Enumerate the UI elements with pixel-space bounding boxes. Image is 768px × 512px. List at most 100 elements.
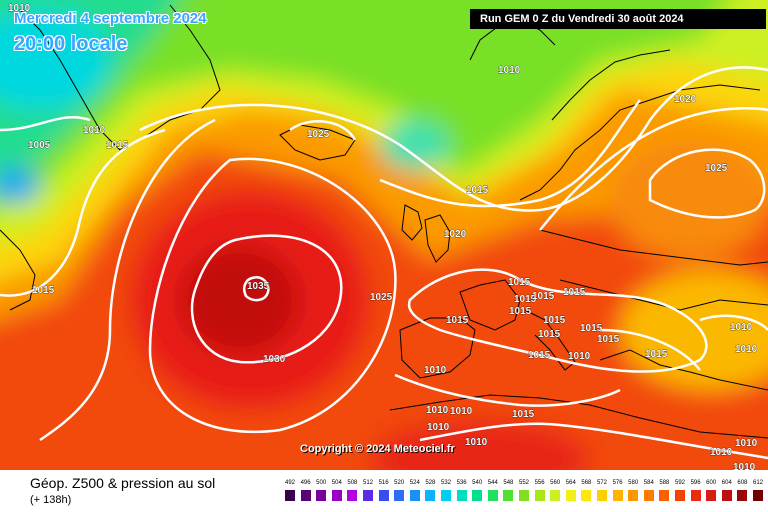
isobar-label: 1015 <box>509 306 532 317</box>
legend-label: 520 <box>394 480 405 486</box>
legend-swatch <box>471 489 484 502</box>
isobar-label: 1015 <box>580 323 603 334</box>
isobar-label: 1010 <box>427 422 450 433</box>
isobar-label: 1010 <box>450 406 473 417</box>
isobar-label: 1015 <box>645 349 668 360</box>
isobar-label: 1015 <box>543 315 566 326</box>
legend-swatch <box>689 489 702 502</box>
legend-label: 504 <box>331 480 342 486</box>
isobar-1010-east <box>699 314 768 331</box>
isobar-label: 1030 <box>263 354 286 365</box>
legend-label: 576 <box>612 480 623 486</box>
copyright-notice: Copyright © 2024 Meteociel.fr <box>300 443 455 455</box>
isobar-label: 1015 <box>508 277 531 288</box>
isobar-label: 1005 <box>28 140 51 151</box>
isobar-labels: 1010 1020 1005 1010 1015 1015 1025 1010 … <box>8 3 758 470</box>
isobar-label: 1010 <box>735 438 758 449</box>
legend-swatch <box>720 489 733 502</box>
legend-label: 592 <box>674 480 685 486</box>
legend-swatch <box>533 489 546 502</box>
isobar-label: 1010 <box>424 365 447 376</box>
isobar-label: 1010 <box>733 462 756 470</box>
legend-swatch <box>611 489 624 502</box>
legend-label: 572 <box>596 480 607 486</box>
legend-swatch <box>642 489 655 502</box>
legend-swatch <box>393 489 406 502</box>
legend-swatch <box>330 489 343 502</box>
isobar-1025-north <box>289 120 357 141</box>
isobar-label: 1015 <box>106 140 129 151</box>
isobar-1025-east <box>648 148 766 219</box>
isobar-1010-africa <box>419 422 768 460</box>
isobar-1015-west <box>0 128 166 297</box>
isobar-label: 1015 <box>466 185 489 196</box>
isobar-label: 1015 <box>32 285 55 296</box>
legend-swatch <box>284 489 296 502</box>
isobar-1020-west <box>39 118 216 442</box>
isobar-label: 1015 <box>597 334 620 345</box>
isobar-label: 1015 <box>514 294 537 305</box>
legend-label: 528 <box>425 480 436 486</box>
legend-swatch <box>362 489 374 502</box>
legend-swatch <box>346 489 359 502</box>
legend-label: 608 <box>737 480 748 486</box>
legend-label: 516 <box>378 480 389 486</box>
lead-time: (+ 138h) <box>30 494 72 506</box>
legend-label: 492 <box>284 480 295 486</box>
isobar-label: 1025 <box>307 129 330 140</box>
legend-swatch <box>424 489 437 502</box>
isobar-label: 1015 <box>528 350 551 361</box>
legend-label: 588 <box>659 480 670 486</box>
weather-map: 1010 1020 1005 1010 1015 1015 1025 1010 … <box>0 0 768 470</box>
isobar-label: 1020 <box>674 94 697 105</box>
geopotential-field <box>0 0 768 470</box>
forecast-date: Mercredi 4 septembre 2024 <box>14 10 207 27</box>
isobar-1025 <box>148 157 397 434</box>
legend-label: 524 <box>409 480 420 486</box>
legend-label: 612 <box>752 480 763 486</box>
isobar-label: 1010 <box>730 322 753 333</box>
legend-label: 512 <box>362 480 373 486</box>
model-run-banner: Run GEM 0 Z du Vendredi 30 août 2024 <box>470 9 766 29</box>
legend-swatch <box>752 489 764 502</box>
isobar-1035 <box>243 276 270 302</box>
legend-label: 568 <box>581 480 592 486</box>
isobar-1030 <box>190 234 343 364</box>
legend-swatch <box>518 489 530 502</box>
isobar-1020-north <box>139 66 768 212</box>
legend-label: 564 <box>565 480 576 486</box>
legend-label: 544 <box>487 480 498 486</box>
legend-swatch <box>440 489 452 502</box>
isobar-1015-central <box>407 268 708 373</box>
legend-label: 556 <box>534 480 545 486</box>
forecast-local-time: 20:00 locale <box>14 33 128 55</box>
isobar-label: 1020 <box>180 11 203 22</box>
legend-label: 604 <box>721 480 732 486</box>
legend-swatch <box>705 489 718 502</box>
high-pressure-label: 1035 <box>247 281 270 292</box>
legend-swatch <box>315 489 328 502</box>
legend-swatch <box>377 489 390 502</box>
isobar-label: 1010 <box>426 405 449 416</box>
legend-label: 580 <box>628 480 639 486</box>
legend-swatch <box>674 489 686 502</box>
legend-label: 500 <box>316 480 327 486</box>
isobar-label: 1010 <box>465 437 488 448</box>
legend-label: 536 <box>456 480 467 486</box>
legend-label: 552 <box>518 480 529 486</box>
isobar-label: 1015 <box>446 315 469 326</box>
isobar-label: 1020 <box>444 229 467 240</box>
legend-swatch <box>596 489 608 502</box>
legend-swatch <box>736 489 749 502</box>
isobars <box>0 66 768 460</box>
isobar-1010-south <box>394 373 621 407</box>
legend-swatch <box>455 489 468 502</box>
legend-swatch <box>549 489 562 502</box>
isobar-1015-east <box>599 328 701 371</box>
isobar-label: 1010 <box>735 344 758 355</box>
isobar-label: 1010 <box>83 125 106 136</box>
legend-label: 540 <box>472 480 483 486</box>
isobar-label: 1025 <box>370 292 393 303</box>
isobar-label: 1025 <box>705 163 728 174</box>
